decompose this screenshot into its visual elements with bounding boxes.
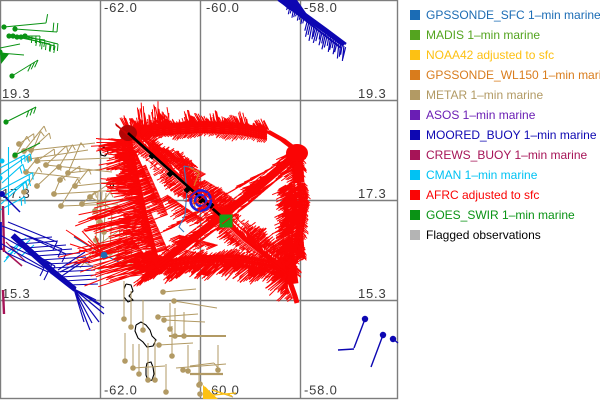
svg-text:AFRC adjusted to sfc: AFRC adjusted to sfc	[426, 188, 539, 202]
svg-text:-58.0: -58.0	[304, 0, 338, 15]
svg-text:-60.0: -60.0	[206, 0, 240, 15]
svg-text:GPSSONDE_WL150 1–min marine: GPSSONDE_WL150 1–min marine	[426, 68, 600, 82]
svg-text:CMAN 1–min marine: CMAN 1–min marine	[426, 168, 538, 182]
svg-text:-62.0: -62.0	[104, 383, 138, 398]
svg-text:17.3: 17.3	[358, 186, 387, 201]
svg-text:GPSSONDE_SFC 1–min marine: GPSSONDE_SFC 1–min marine	[426, 8, 600, 22]
svg-text:METAR 1–min marine: METAR 1–min marine	[426, 88, 543, 102]
svg-text:CREWS_BUOY 1–min marine: CREWS_BUOY 1–min marine	[426, 148, 587, 162]
svg-text:15.3: 15.3	[2, 286, 31, 301]
svg-text:15.3: 15.3	[358, 286, 387, 301]
svg-text:19.3: 19.3	[358, 86, 387, 101]
svg-text:GOES_SWIR 1–min marine: GOES_SWIR 1–min marine	[426, 208, 575, 222]
svg-text:MOORED_BUOY 1–min marine: MOORED_BUOY 1–min marine	[426, 128, 597, 142]
svg-text:19.3: 19.3	[2, 86, 31, 101]
svg-text:-62.0: -62.0	[104, 0, 138, 15]
svg-text:Flagged observations: Flagged observations	[426, 228, 541, 242]
svg-text:-58.0: -58.0	[304, 383, 338, 398]
svg-text:MADIS 1–min marine: MADIS 1–min marine	[426, 28, 540, 42]
svg-text:ASOS 1–min marine: ASOS 1–min marine	[426, 108, 536, 122]
svg-text:NOAA42 adjusted to sfc: NOAA42 adjusted to sfc	[426, 48, 554, 62]
